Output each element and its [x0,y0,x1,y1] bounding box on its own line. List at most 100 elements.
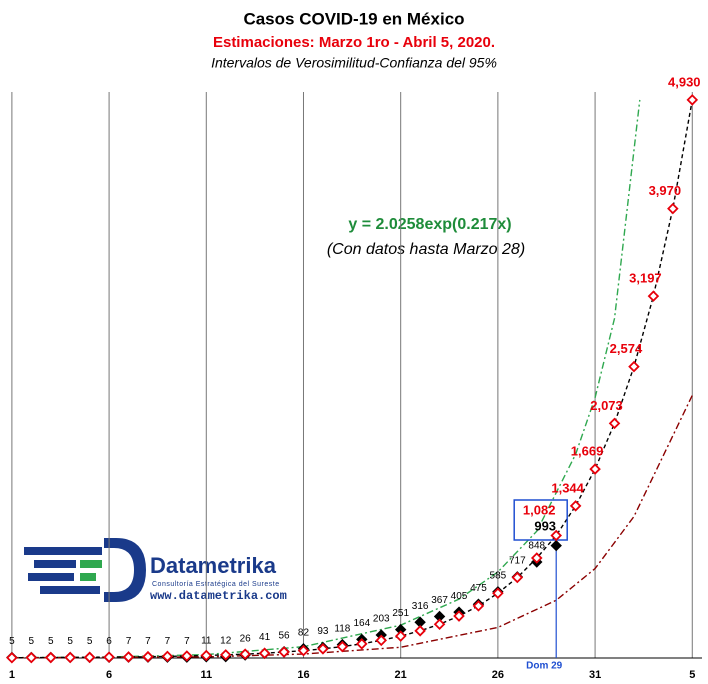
estimate-point [414,625,426,637]
observed-label: 56 [278,630,290,641]
estimate-point [258,647,271,659]
observed-label: 316 [412,601,429,612]
observed-label: 5 [87,636,93,647]
logo-bar [80,560,102,568]
estimate-point [278,646,290,658]
observed-label: 41 [259,632,271,643]
estimate-point [375,634,388,647]
logo-bar [28,573,74,581]
logo-bar [80,573,96,581]
logo-bar [34,560,76,568]
estimate-point [433,618,446,631]
observed-label: 475 [470,583,487,594]
observed-label: 251 [392,608,409,619]
observed-label: 585 [490,570,507,581]
estimate-label: 2,574 [610,341,643,356]
observed-label: 11 [201,635,212,646]
logo: Datametrika Consultoría Estratégica del … [24,538,287,603]
estimate-point [317,643,329,655]
x-tick-label: 26 [492,669,504,681]
estimate-point [511,571,524,584]
marker-label: Dom 29 [526,661,563,672]
estimate-point [472,600,485,612]
observed-label: 405 [451,591,468,602]
chart-note: Intervalos de Verosimilitud-Confianza de… [211,55,497,71]
observed-label: 7 [184,636,190,647]
x-tick-label: 16 [297,669,309,681]
logo-bar [24,547,102,555]
estimate-point [667,202,679,215]
observed-label: 5 [9,636,15,647]
estimate-label: 3,197 [629,271,662,286]
estimate-point [628,360,640,373]
observed-label: 993 [534,518,556,533]
estimate-label: 2,073 [590,398,623,413]
estimate-point [219,649,232,661]
logo-name: Datametrika [150,553,277,578]
observed-label: 5 [29,636,35,647]
estimate-point [161,650,174,663]
estimate-point [589,463,601,475]
observed-label: 12 [220,635,232,646]
observed-label: 26 [240,634,252,645]
observed-label: 164 [353,618,370,629]
estimate-point [103,651,115,663]
observed-label: 5 [67,636,73,647]
estimate-point [25,651,38,664]
estimate-point [550,529,562,542]
estimate-label: 1,344 [551,480,584,495]
estimate-point [239,648,251,660]
observed-label: 118 [334,623,350,634]
x-tick-label: 31 [589,669,601,681]
estimate-point [394,630,407,642]
bound-curve [11,395,693,659]
logo-tagline: Consultoría Estratégica del Sureste [152,581,280,588]
x-tick-label: 5 [689,669,695,681]
estimate-label: 3,970 [649,183,682,198]
observed-label: 848 [528,541,545,552]
fit-line [11,99,693,659]
observed-label: 203 [373,614,390,625]
estimate-point [83,651,96,664]
x-tick-label: 1 [9,669,15,681]
logo-url: www.datametrika.com [150,589,287,603]
observed-label: 7 [126,636,132,647]
logo-d [104,538,146,602]
estimate-point [122,651,135,663]
observed-label: 93 [317,626,329,637]
estimate-label: 1,669 [571,444,604,459]
estimate-point [492,587,504,600]
x-tick-label: 6 [106,669,112,681]
chart-title: Casos COVID-19 en México [243,9,464,28]
estimate-point [200,649,213,662]
logo-bar [40,586,100,594]
estimate-point [453,610,465,622]
observed-label: 5 [48,636,54,647]
highlight-box [513,499,568,541]
estimate-point [530,552,543,564]
estimate-point [44,651,57,664]
observed-label: 717 [509,555,526,566]
estimate-label: 1,082 [523,502,556,517]
estimate-point [336,640,349,653]
estimate-point [142,650,154,663]
observed-label: 82 [298,627,310,638]
observed-label: 6 [106,636,112,647]
estimate-point [569,500,582,512]
estimate-point [181,650,193,662]
x-tick-label: 21 [395,669,407,681]
bound-curve [11,99,641,659]
estimate-point [64,651,76,664]
estimate-point [647,290,660,302]
observed-point [550,539,562,552]
equation-note: (Con datos hasta Marzo 28) [327,241,525,258]
x-tick-label: 11 [200,669,212,681]
observed-label: 367 [431,595,448,606]
estimate-point [297,644,310,657]
observed-label: 7 [165,636,171,647]
estimate-point [356,638,368,650]
observed-label: 7 [145,636,151,647]
estimate-point [608,417,621,430]
equation: y = 2.0258exp(0.217x) [348,216,511,233]
